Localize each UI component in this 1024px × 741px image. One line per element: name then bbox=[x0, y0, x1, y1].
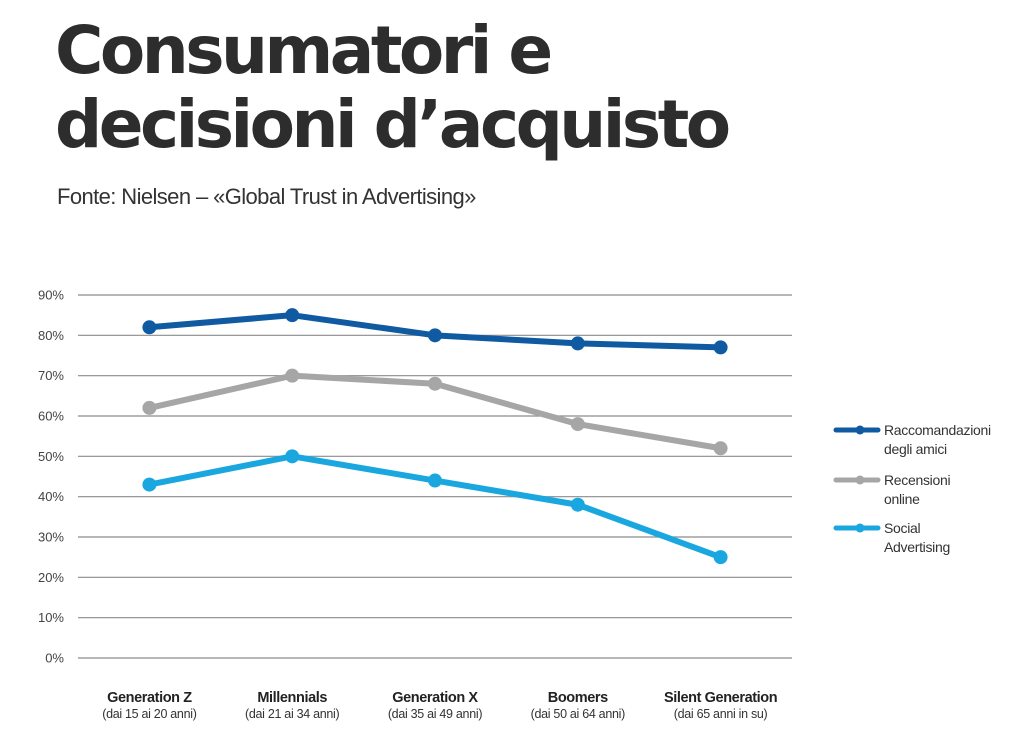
y-tick-label: 0% bbox=[45, 651, 64, 666]
y-tick-label: 10% bbox=[38, 610, 64, 625]
data-point bbox=[142, 400, 157, 415]
series-line bbox=[146, 453, 724, 561]
line-chart: 0% 10% 20% 30% 40% 50% 60% 70% 80% 90% Generation … bbox=[38, 288, 991, 722]
legend-label: Social bbox=[884, 520, 921, 536]
x-category-sublabel: (dai 65 anni in su) bbox=[674, 707, 768, 721]
y-tick-label: 40% bbox=[38, 489, 64, 504]
x-category-label: Millennials bbox=[257, 690, 327, 706]
legend-label: Recensioni bbox=[884, 472, 950, 488]
legend-label: online bbox=[884, 491, 920, 507]
title-block: Consumatori e decisioni d’acquisto bbox=[55, 12, 731, 163]
legend-label: Raccomandazioni bbox=[884, 422, 991, 438]
subtitle: Fonte: Nielsen – «Global Trust in Advert… bbox=[57, 184, 476, 209]
title-line-2: decisioni d’acquisto bbox=[55, 86, 731, 163]
data-point bbox=[142, 477, 157, 492]
title-line-1: Consumatori e bbox=[55, 12, 553, 89]
data-point bbox=[285, 449, 300, 464]
legend-swatch-marker bbox=[855, 425, 865, 435]
data-point bbox=[285, 308, 300, 323]
legend-label: degli amici bbox=[884, 441, 947, 457]
y-tick-label: 90% bbox=[38, 288, 64, 303]
data-point bbox=[428, 376, 442, 391]
y-tick-label: 30% bbox=[38, 530, 64, 545]
legend-swatch-marker bbox=[855, 475, 865, 485]
data-point bbox=[713, 550, 728, 565]
x-category-sublabel: (dai 15 ai 20 anni) bbox=[102, 707, 197, 721]
data-point bbox=[713, 340, 728, 355]
data-point bbox=[570, 417, 585, 432]
data-point bbox=[428, 473, 442, 488]
x-category-label: Generation Z bbox=[107, 690, 192, 706]
x-category-sublabel: (dai 35 ai 49 anni) bbox=[388, 707, 483, 721]
y-tick-label: 50% bbox=[38, 449, 64, 464]
x-category-label: Generation X bbox=[392, 690, 478, 706]
data-point bbox=[570, 336, 585, 351]
y-tick-label: 20% bbox=[38, 570, 64, 585]
data-point bbox=[713, 441, 728, 456]
data-point bbox=[570, 497, 585, 512]
legend-swatch-marker bbox=[855, 523, 865, 533]
y-tick-label: 70% bbox=[38, 368, 64, 383]
data-point bbox=[285, 368, 300, 383]
y-tick-label: 80% bbox=[38, 328, 64, 343]
legend-label: Advertising bbox=[884, 539, 950, 555]
x-category-sublabel: (dai 21 ai 34 anni) bbox=[245, 707, 340, 721]
data-point bbox=[428, 328, 442, 343]
x-category-label: Boomers bbox=[548, 690, 608, 706]
y-tick-label: 60% bbox=[38, 409, 64, 424]
x-category-label: Silent Generation bbox=[664, 690, 777, 706]
data-point bbox=[142, 320, 157, 335]
x-category-sublabel: (dai 50 ai 64 anni) bbox=[531, 707, 626, 721]
